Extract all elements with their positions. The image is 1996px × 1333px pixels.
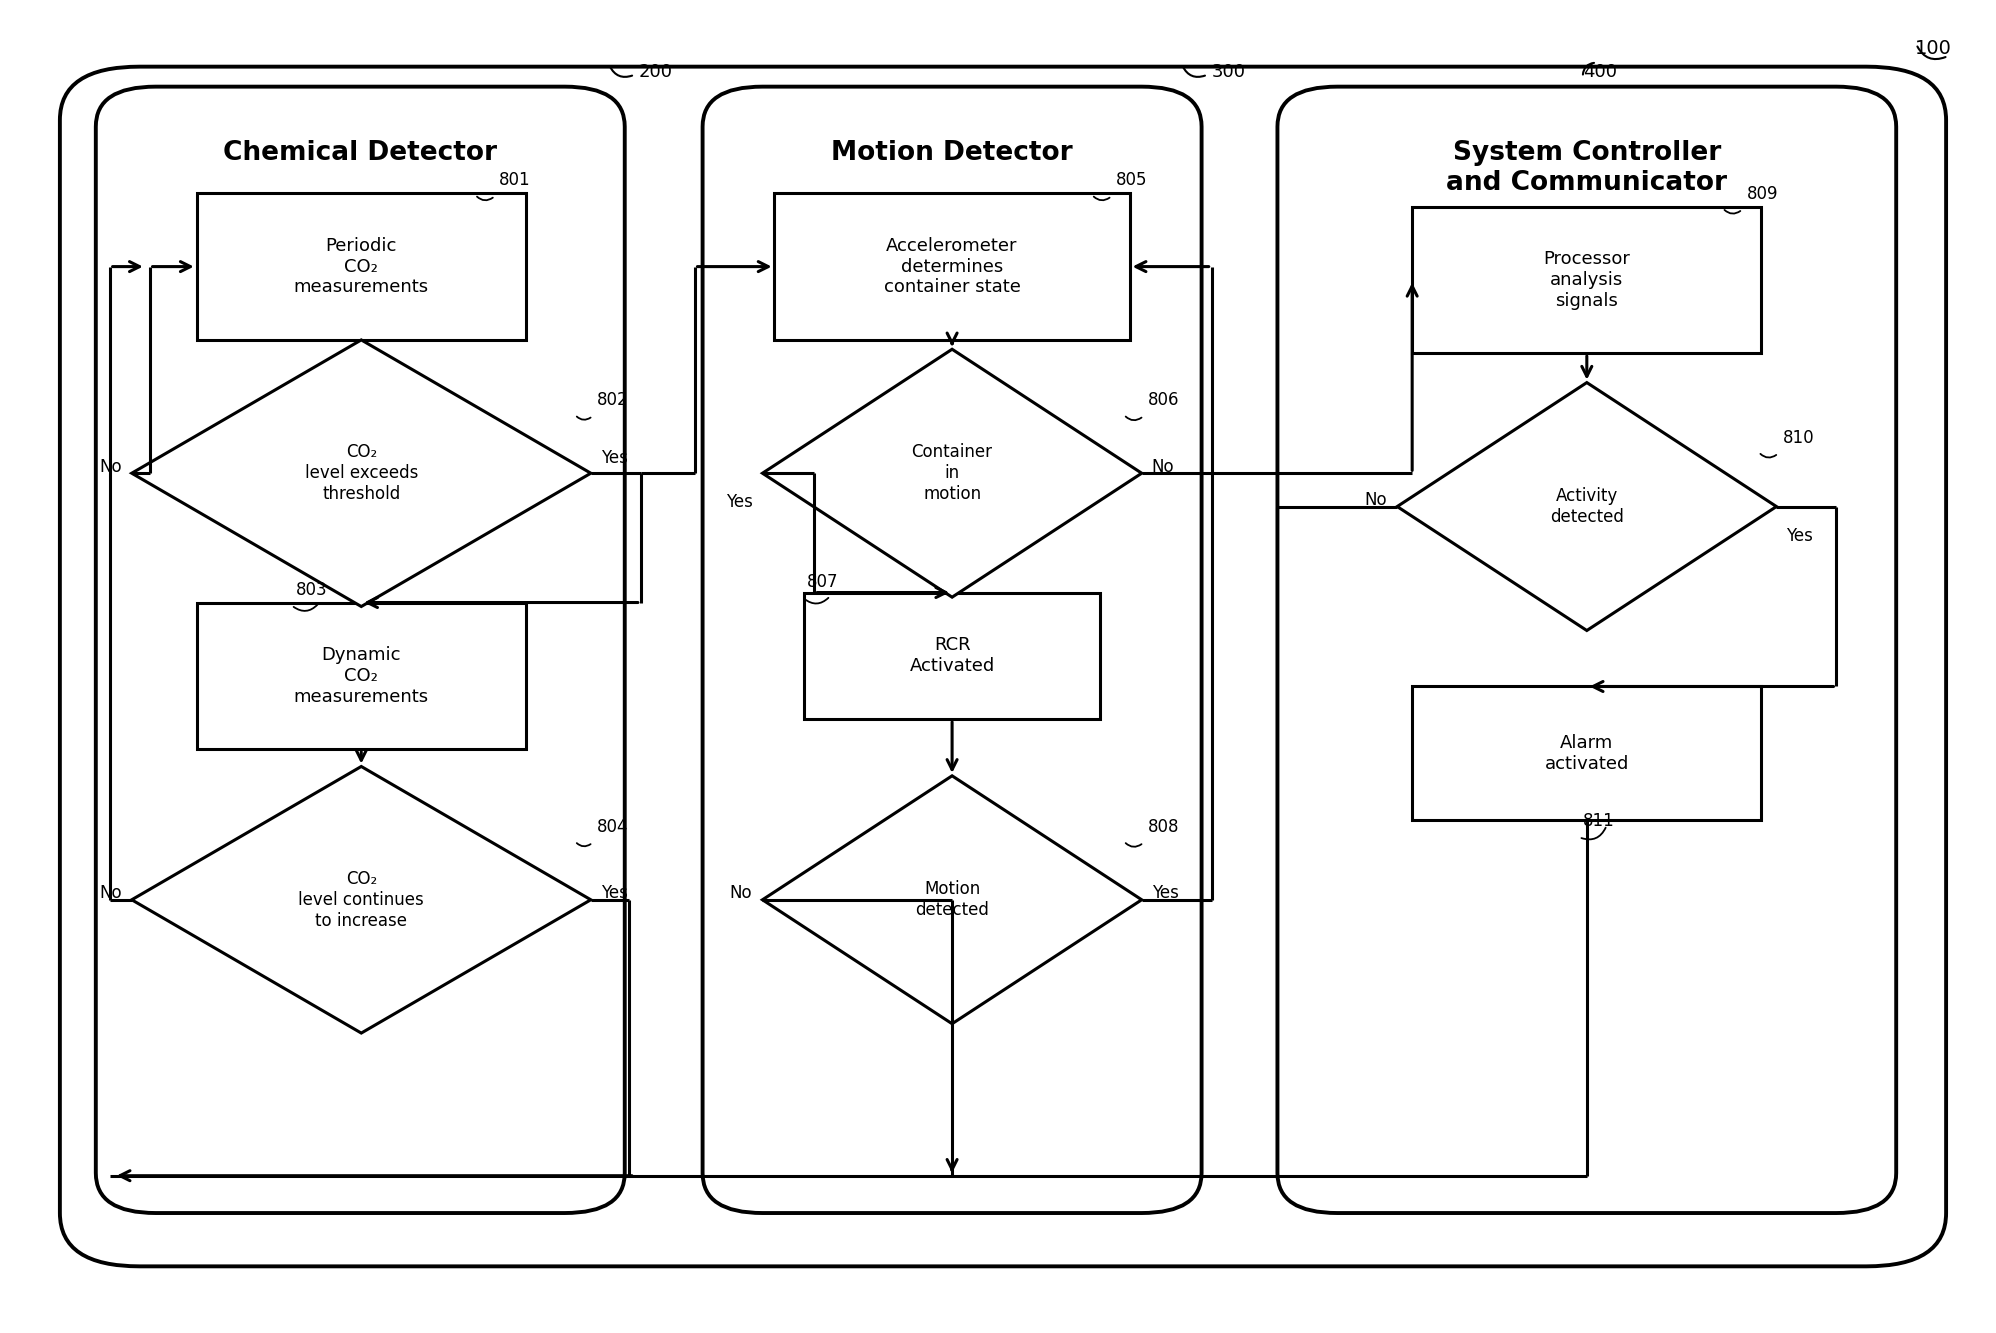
Text: 810: 810 xyxy=(1782,428,1814,447)
Text: No: No xyxy=(100,457,122,476)
FancyBboxPatch shape xyxy=(804,592,1100,720)
FancyBboxPatch shape xyxy=(1413,686,1760,820)
FancyBboxPatch shape xyxy=(196,193,527,340)
Text: 804: 804 xyxy=(597,817,629,836)
Text: CO₂
level continues
to increase: CO₂ level continues to increase xyxy=(297,870,425,929)
Text: 300: 300 xyxy=(1212,63,1246,81)
Text: Yes: Yes xyxy=(1152,884,1178,902)
Text: 400: 400 xyxy=(1583,63,1617,81)
Text: No: No xyxy=(1152,457,1174,476)
Text: Yes: Yes xyxy=(601,884,627,902)
Text: Alarm
activated: Alarm activated xyxy=(1545,733,1629,773)
FancyBboxPatch shape xyxy=(774,193,1130,340)
Text: System Controller
and Communicator: System Controller and Communicator xyxy=(1447,140,1727,196)
Text: No: No xyxy=(731,884,752,902)
Text: Motion
detected: Motion detected xyxy=(914,880,990,920)
Text: No: No xyxy=(100,884,122,902)
Polygon shape xyxy=(132,340,591,607)
Text: No: No xyxy=(1365,491,1387,509)
Text: 200: 200 xyxy=(639,63,673,81)
Polygon shape xyxy=(1397,383,1776,631)
Text: Yes: Yes xyxy=(727,493,752,512)
Text: Container
in
motion: Container in motion xyxy=(912,444,992,503)
Text: Periodic
CO₂
measurements: Periodic CO₂ measurements xyxy=(293,237,429,296)
Text: RCR
Activated: RCR Activated xyxy=(910,636,994,676)
Text: CO₂
level exceeds
threshold: CO₂ level exceeds threshold xyxy=(305,444,417,503)
Text: 801: 801 xyxy=(499,171,531,189)
Text: Activity
detected: Activity detected xyxy=(1549,487,1625,527)
Polygon shape xyxy=(762,776,1142,1024)
Text: Chemical Detector: Chemical Detector xyxy=(224,140,497,167)
Text: 807: 807 xyxy=(806,572,838,591)
Text: Processor
analysis
signals: Processor analysis signals xyxy=(1543,251,1631,309)
Text: Accelerometer
determines
container state: Accelerometer determines container state xyxy=(884,237,1020,296)
FancyBboxPatch shape xyxy=(1413,207,1760,353)
Text: 805: 805 xyxy=(1116,171,1148,189)
FancyBboxPatch shape xyxy=(1277,87,1896,1213)
FancyBboxPatch shape xyxy=(196,603,527,749)
Text: 808: 808 xyxy=(1148,817,1180,836)
Text: 100: 100 xyxy=(1916,39,1952,57)
Text: 803: 803 xyxy=(295,580,327,599)
Text: 802: 802 xyxy=(597,391,629,409)
Text: 806: 806 xyxy=(1148,391,1180,409)
Polygon shape xyxy=(762,349,1142,597)
Text: Yes: Yes xyxy=(1786,527,1812,545)
FancyBboxPatch shape xyxy=(60,67,1946,1266)
Text: Motion Detector: Motion Detector xyxy=(830,140,1074,167)
FancyBboxPatch shape xyxy=(96,87,625,1213)
FancyBboxPatch shape xyxy=(703,87,1202,1213)
Text: 809: 809 xyxy=(1746,184,1778,203)
Polygon shape xyxy=(132,766,591,1033)
Text: Yes: Yes xyxy=(601,448,627,467)
Text: Dynamic
CO₂
measurements: Dynamic CO₂ measurements xyxy=(293,647,429,705)
Text: 811: 811 xyxy=(1583,812,1615,830)
